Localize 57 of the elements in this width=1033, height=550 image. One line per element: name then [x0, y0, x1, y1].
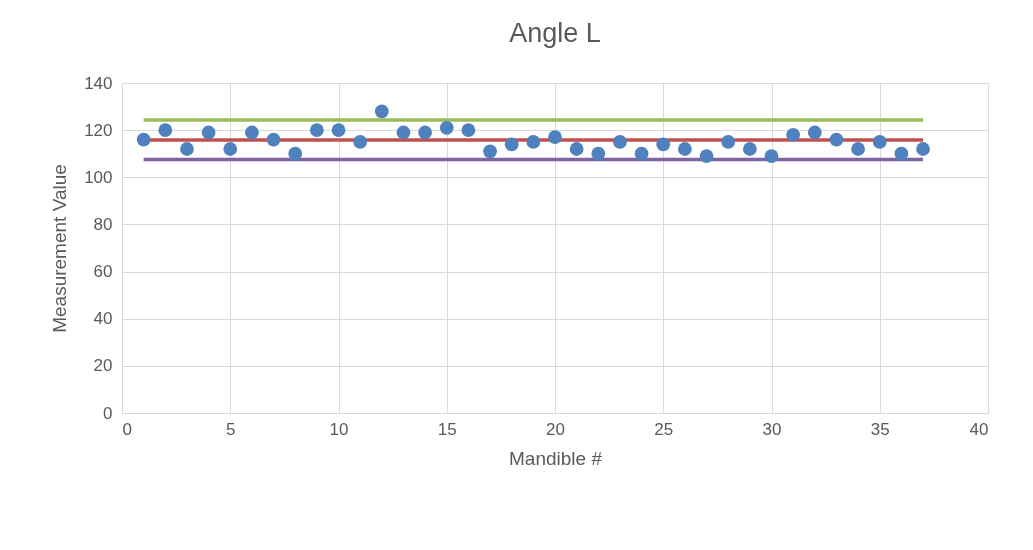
x-axis-title: Mandible #	[509, 447, 603, 469]
point	[699, 149, 714, 163]
point	[591, 146, 606, 161]
point	[678, 142, 692, 156]
y-axis-title: Measurement Value	[49, 164, 71, 333]
point	[439, 120, 454, 135]
point	[807, 125, 822, 140]
point	[418, 125, 432, 140]
point	[309, 123, 324, 138]
x-tick-label: 0	[122, 419, 132, 439]
point	[721, 135, 736, 149]
x-tick-label: 10	[329, 419, 349, 439]
x-tick-label: 5	[226, 419, 236, 439]
point	[374, 104, 389, 119]
point	[526, 135, 541, 149]
chart-title: Angle L	[509, 18, 601, 48]
point	[461, 123, 476, 138]
x-tick-label: 20	[546, 419, 565, 439]
point	[396, 125, 411, 140]
x-tick-label: 25	[654, 419, 674, 439]
point	[483, 144, 497, 159]
y-tick-label: 140	[84, 73, 113, 93]
y-tick-label: 80	[93, 214, 113, 234]
point	[201, 125, 216, 140]
point	[245, 125, 259, 140]
point	[872, 135, 887, 149]
point	[266, 132, 281, 147]
point	[569, 142, 584, 156]
y-tick-label: 20	[93, 356, 113, 376]
y-tick-label: 40	[93, 309, 113, 329]
point	[613, 135, 627, 149]
y-tick-label: 120	[84, 120, 113, 140]
point	[786, 127, 801, 142]
point	[548, 130, 562, 145]
x-tick-label: 40	[969, 419, 989, 439]
x-tick-label: 35	[870, 419, 890, 439]
x-tick-label: 30	[762, 419, 782, 439]
y-tick-label: 100	[84, 167, 113, 187]
y-tick-label: 60	[93, 262, 113, 282]
point	[851, 142, 865, 156]
point	[223, 142, 238, 156]
y-tick-label: 0	[103, 403, 113, 423]
point	[158, 123, 173, 138]
point	[656, 137, 671, 152]
point	[916, 142, 930, 156]
point	[288, 146, 303, 161]
point	[504, 137, 519, 152]
point	[331, 123, 346, 138]
point	[136, 132, 151, 147]
point	[353, 135, 368, 149]
point	[742, 142, 757, 156]
point	[180, 142, 194, 156]
point	[764, 149, 779, 163]
point	[829, 132, 844, 147]
point	[634, 146, 649, 161]
x-tick-label: 15	[437, 419, 457, 439]
point	[894, 146, 909, 161]
